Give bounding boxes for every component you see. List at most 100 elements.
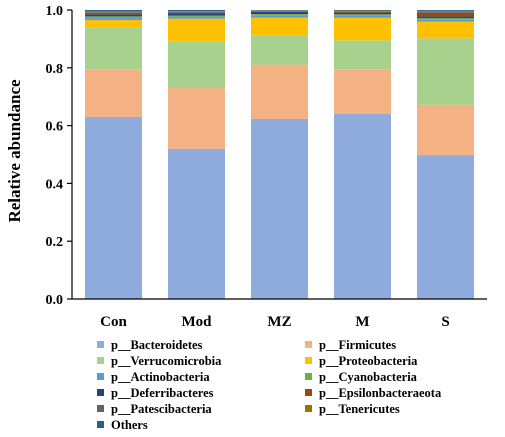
bar-segment-mz-5: [251, 14, 308, 16]
bar-segment-mz-2: [251, 35, 308, 65]
bars-group: [85, 10, 474, 300]
bar-segment-mod-9: [168, 11, 225, 12]
legend-label: p__Firmicutes: [319, 338, 396, 352]
bar-segment-s-4: [417, 19, 474, 22]
bar-segment-mz-3: [251, 17, 308, 36]
bar-segment-con-9: [85, 11, 142, 13]
bar-segment-mod-6: [168, 13, 225, 16]
x-category-label: M: [355, 314, 369, 330]
x-category-label: S: [441, 314, 449, 330]
bar-segment-s-2: [417, 38, 474, 105]
bar-segment-mod-4: [168, 16, 225, 19]
bar-segment-mz-7: [251, 11, 308, 12]
legend-swatch: [97, 421, 104, 428]
bar-segment-con-4: [85, 18, 142, 21]
legend-item: p__Proteobacteria: [305, 354, 418, 368]
bar-segment-mz-1: [251, 64, 308, 119]
legend-swatch: [97, 341, 104, 348]
legend-item: p__Patescibacteria: [97, 402, 212, 416]
bar-segment-mod-8: [168, 11, 225, 13]
bar-segment-con-8: [85, 12, 142, 14]
y-ticks-group: 0.0 0.2 0.4 0.6 0.8 1.0: [46, 4, 72, 308]
legend-swatch: [305, 341, 312, 348]
bar-segment-mod-3: [168, 18, 225, 42]
legend-swatch: [97, 405, 104, 412]
bar-segment-mz-6: [251, 11, 308, 15]
legend-label: p__Verrucomicrobia: [111, 354, 222, 368]
legend-label: Others: [111, 418, 148, 432]
y-tick-label: 1.0: [46, 4, 64, 19]
y-tick-label: 0.8: [46, 62, 64, 77]
bar-segment-s-7: [417, 12, 474, 17]
legend-label: p__Bacteroidetes: [111, 338, 203, 352]
bar-segment-con-1: [85, 69, 142, 117]
legend-label: p__Epsilonbacteraeota: [319, 386, 442, 400]
bar-segment-con-3: [85, 20, 142, 28]
x-category-label: Con: [100, 314, 127, 330]
bar-segment-s-3: [417, 21, 474, 39]
bar-segment-m-4: [334, 15, 391, 18]
bar-segment-m-7: [334, 11, 391, 13]
y-tick-label: 0.2: [46, 235, 64, 250]
legend-item: p__Epsilonbacteraeota: [305, 386, 442, 400]
bar-segment-mod-1: [168, 88, 225, 149]
bar-segment-mod-2: [168, 41, 225, 89]
legend-swatch: [97, 389, 104, 396]
bar-segment-mod-10: [168, 10, 225, 12]
bar-segment-m-10: [334, 10, 391, 11]
legend-item: p__Bacteroidetes: [97, 338, 203, 352]
bar-segment-s-0: [417, 155, 474, 299]
bar-segment-m-1: [334, 69, 391, 115]
legend-swatch: [305, 405, 312, 412]
legend-swatch: [97, 373, 104, 380]
legend-swatch: [97, 357, 104, 364]
bar-segment-con-10: [85, 10, 142, 12]
legend-label: p__Deferribacteres: [111, 386, 214, 400]
bar-segment-con-5: [85, 16, 142, 19]
bar-segment-s-9: [417, 10, 474, 12]
bar-segment-s-10: [417, 10, 474, 11]
legend-item: p__Firmicutes: [305, 338, 396, 352]
legend-label: p__Patescibacteria: [111, 402, 212, 416]
legend: p__Bacteroidetes p__Firmicutes p__Verrucom…: [97, 338, 442, 432]
legend-swatch: [305, 389, 312, 396]
bar-segment-m-3: [334, 17, 391, 41]
legend-label: p__Tenericutes: [319, 402, 400, 416]
bar-segment-s-1: [417, 104, 474, 156]
x-ticks-group: Con Mod MZ M S: [100, 314, 450, 330]
legend-item: p__Verrucomicrobia: [97, 354, 222, 368]
bar-segment-con-2: [85, 27, 142, 70]
legend-item: p__Deferribacteres: [97, 386, 214, 400]
y-tick-label: 0.6: [46, 120, 64, 135]
bar-segment-s-6: [417, 16, 474, 19]
legend-label: p__Proteobacteria: [319, 354, 418, 368]
bar-segment-m-8: [334, 11, 391, 12]
legend-swatch: [305, 357, 312, 364]
legend-label: p__Actinobacteria: [111, 370, 210, 384]
legend-item: p__Tenericutes: [305, 402, 400, 416]
bar-segment-s-8: [417, 11, 474, 13]
bar-segment-m-9: [334, 10, 391, 12]
bar-segment-s-5: [417, 18, 474, 20]
bar-segment-mz-0: [251, 118, 308, 299]
x-category-label: Mod: [182, 314, 213, 330]
legend-item: Others: [97, 418, 148, 432]
bar-segment-mod-7: [168, 12, 225, 14]
bar-segment-mz-8: [251, 10, 308, 12]
y-axis-label: Relative abundance: [5, 79, 24, 223]
bar-segment-m-5: [334, 14, 391, 16]
legend-label: p__Cyanobacteria: [319, 370, 418, 384]
y-tick-label: 0.0: [46, 293, 64, 308]
bar-segment-mz-4: [251, 15, 308, 18]
axes-group: [71, 10, 487, 300]
legend-item: p__Cyanobacteria: [305, 370, 418, 384]
bar-segment-m-2: [334, 40, 391, 70]
x-category-label: MZ: [267, 314, 291, 330]
y-tick-label: 0.4: [46, 177, 64, 192]
bar-segment-mod-5: [168, 15, 225, 17]
legend-item: p__Actinobacteria: [97, 370, 210, 384]
bar-segment-m-0: [334, 114, 391, 299]
bar-segment-con-6: [85, 14, 142, 17]
bar-segment-con-7: [85, 13, 142, 15]
bar-segment-mod-0: [168, 148, 225, 299]
